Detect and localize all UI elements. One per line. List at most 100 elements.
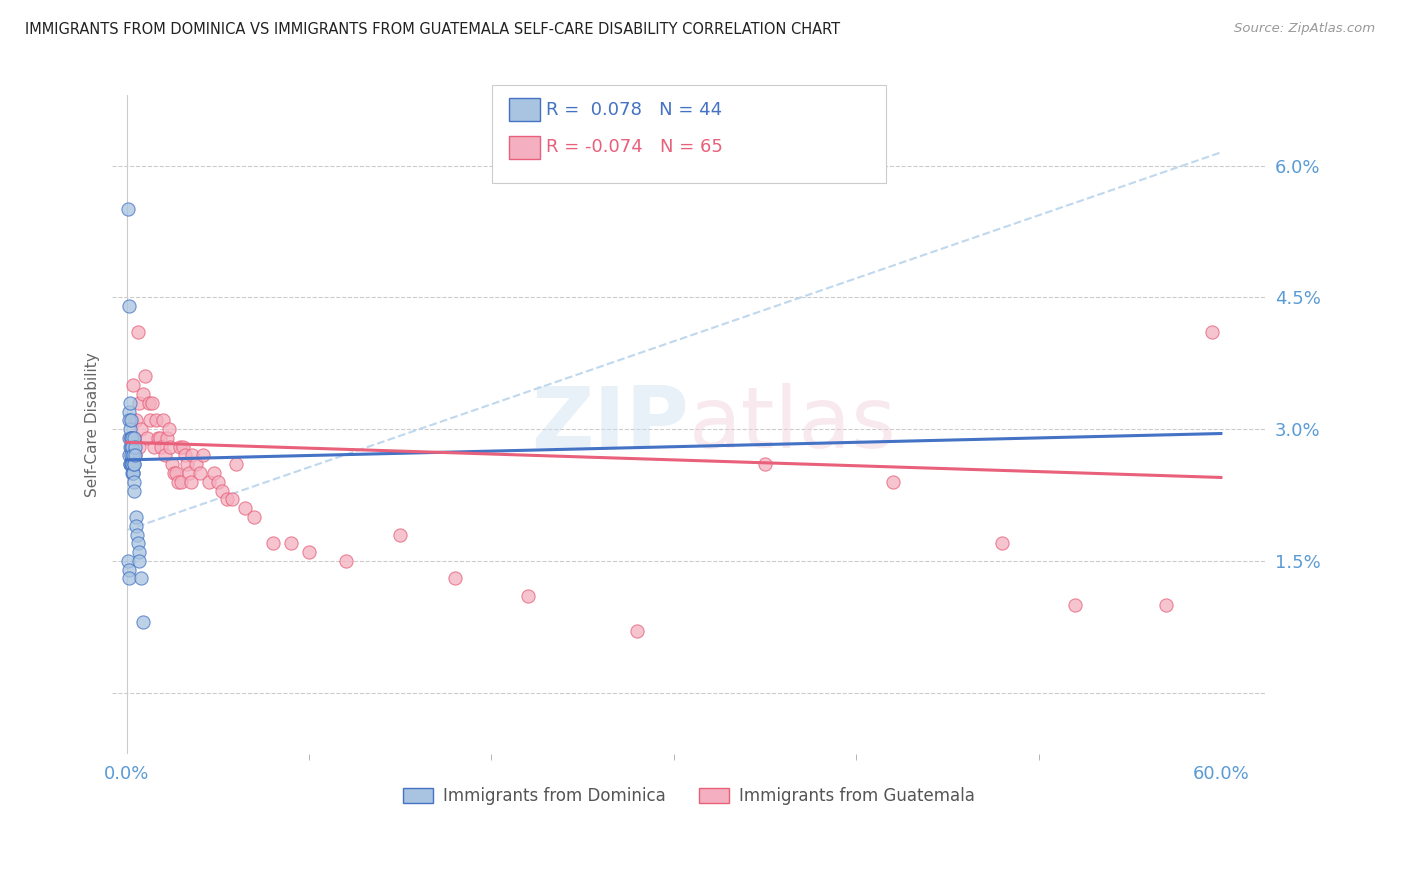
Point — [120, 431, 142, 445]
Text: IMMIGRANTS FROM DOMINICA VS IMMIGRANTS FROM GUATEMALA SELF-CARE DISABILITY CORRE: IMMIGRANTS FROM DOMINICA VS IMMIGRANTS F… — [25, 22, 841, 37]
Point — [174, 449, 197, 463]
Point — [124, 440, 146, 454]
Point — [128, 554, 150, 568]
Point — [120, 431, 142, 445]
Point — [165, 466, 187, 480]
Point — [117, 202, 139, 217]
Point — [118, 431, 141, 445]
Point — [122, 431, 145, 445]
Text: ZIP: ZIP — [531, 384, 689, 467]
Point — [129, 422, 152, 436]
Point — [221, 492, 243, 507]
Point — [148, 431, 170, 445]
Point — [124, 449, 146, 463]
Point — [128, 396, 150, 410]
Point — [754, 457, 776, 471]
Point — [516, 589, 538, 603]
Text: R = -0.074   N = 65: R = -0.074 N = 65 — [546, 138, 723, 156]
Point — [122, 457, 145, 471]
Point — [170, 475, 193, 489]
Point — [120, 422, 142, 436]
Point — [176, 457, 198, 471]
Point — [1154, 598, 1177, 612]
Point — [162, 457, 184, 471]
Point — [991, 536, 1014, 550]
Point — [184, 457, 207, 471]
Point — [121, 440, 143, 454]
Point — [124, 449, 146, 463]
Point — [122, 466, 145, 480]
Point — [1201, 326, 1223, 340]
Point — [159, 440, 181, 454]
Point — [121, 457, 143, 471]
Point — [177, 466, 200, 480]
Point — [118, 413, 141, 427]
Point — [122, 449, 145, 463]
Point — [117, 299, 139, 313]
Point — [118, 396, 141, 410]
Point — [122, 457, 145, 471]
Point — [117, 563, 139, 577]
Point — [125, 413, 148, 427]
Point — [118, 404, 141, 418]
Point — [163, 466, 186, 480]
Point — [121, 449, 143, 463]
Point — [181, 449, 204, 463]
Point — [145, 413, 167, 427]
Point — [125, 510, 148, 524]
Point — [243, 510, 266, 524]
Point — [1064, 598, 1087, 612]
Point — [188, 466, 211, 480]
Point — [172, 440, 194, 454]
Point — [120, 413, 142, 427]
Point — [121, 466, 143, 480]
Point — [121, 457, 143, 471]
Point — [389, 527, 412, 541]
Point — [120, 457, 142, 471]
Text: Source: ZipAtlas.com: Source: ZipAtlas.com — [1234, 22, 1375, 36]
Y-axis label: Self-Care Disability: Self-Care Disability — [86, 352, 100, 497]
Point — [197, 475, 219, 489]
Legend: Immigrants from Dominica, Immigrants from Guatemala: Immigrants from Dominica, Immigrants fro… — [396, 780, 981, 812]
Point — [122, 378, 145, 392]
Point — [120, 413, 142, 427]
Point — [128, 545, 150, 559]
Point — [152, 413, 174, 427]
Point — [166, 475, 188, 489]
Point — [121, 457, 143, 471]
Point — [121, 431, 143, 445]
Point — [280, 536, 302, 550]
Point — [117, 554, 139, 568]
Point — [132, 615, 155, 630]
Point — [128, 440, 150, 454]
Point — [120, 457, 142, 471]
Point — [150, 440, 173, 454]
Point — [215, 492, 238, 507]
Point — [135, 431, 157, 445]
Point — [169, 440, 191, 454]
Point — [202, 466, 225, 480]
Point — [143, 440, 166, 454]
Point — [120, 431, 142, 445]
Point — [225, 457, 247, 471]
Point — [138, 396, 160, 410]
Point — [335, 554, 357, 568]
Point — [141, 396, 163, 410]
Point — [298, 545, 321, 559]
Point — [626, 624, 648, 639]
Point — [211, 483, 233, 498]
Point — [139, 413, 162, 427]
Point — [233, 501, 256, 516]
Point — [153, 449, 176, 463]
Point — [882, 475, 904, 489]
Point — [121, 466, 143, 480]
Point — [120, 449, 142, 463]
Point — [120, 440, 142, 454]
Point — [180, 475, 202, 489]
Point — [118, 457, 141, 471]
Point — [134, 369, 156, 384]
Point — [262, 536, 284, 550]
Point — [129, 572, 152, 586]
Point — [120, 440, 142, 454]
Point — [127, 536, 149, 550]
